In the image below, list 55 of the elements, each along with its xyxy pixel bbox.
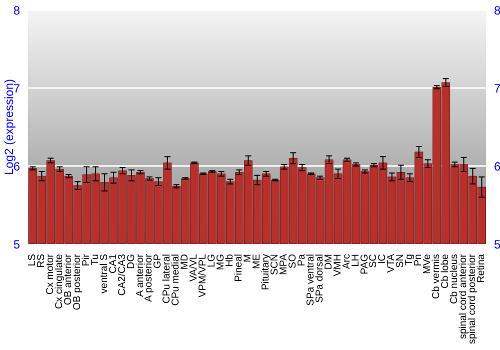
x-tick-label: VPM/VPL: [198, 254, 209, 298]
x-tick-label: RS: [36, 254, 47, 268]
x-tick-label: LG: [206, 254, 218, 268]
x-tick-label: CA1: [108, 254, 119, 274]
x-tick-label: Cx cingulate: [54, 254, 65, 310]
x-tick-label: MVe: [422, 254, 434, 274]
x-tick-label: Pituitary: [260, 254, 272, 290]
x-tick-label: Arc: [341, 254, 352, 269]
y2-tick-label: 6: [494, 159, 500, 174]
x-tick-label: A anterior: [134, 253, 146, 297]
x-tick-label: A posterior: [144, 253, 155, 302]
x-tick-label: SN: [395, 254, 406, 268]
x-tick-label: Cb nucleus: [449, 254, 460, 304]
x-tick-label: DM: [323, 254, 334, 270]
x-tick-label: Pir: [80, 253, 92, 266]
x-tick-label: Tu: [90, 254, 101, 266]
x-tick-label: ventral S: [98, 254, 110, 294]
x-tick-label: ME: [252, 254, 262, 269]
x-tick-label: PAG: [359, 254, 370, 274]
x-tick-label: Pineal: [234, 254, 245, 282]
x-tick-label: OB anterior: [62, 253, 74, 306]
x-tick-label: DG: [126, 254, 137, 269]
x-tick-label: Pn: [413, 254, 424, 266]
x-tick-label: spinal cord posterior: [467, 253, 478, 344]
x-tick-label: Cb lobe: [440, 254, 452, 288]
y-tick-label: 5: [13, 237, 20, 252]
x-tick-label: VTA: [386, 254, 398, 273]
x-tick-label: OB posterior: [72, 253, 83, 310]
x-tick-label: Cx motor: [44, 253, 56, 295]
x-tick-label: MPA: [278, 254, 290, 275]
x-tick-label: M: [242, 254, 254, 262]
y-axis-title: Log2 (expression): [2, 78, 16, 176]
y2-tick-label: 7: [494, 81, 500, 96]
x-tick-label: SC: [368, 254, 380, 268]
x-tick-label: IC: [377, 254, 388, 264]
x-tick-label: VMH: [332, 254, 344, 276]
y2-tick-label: 8: [494, 3, 500, 18]
x-tick-label: Retina: [476, 254, 488, 283]
x-tick-label: Hb: [224, 254, 236, 267]
y-tick-label: 8: [13, 3, 20, 18]
x-tick-label: spinal cord anterior: [458, 253, 470, 340]
x-tick-label: Tg: [404, 254, 416, 266]
y-tick-label: 6: [13, 159, 20, 174]
x-tick-label: SO: [287, 254, 298, 268]
x-tick-label: GP: [152, 254, 164, 268]
x-tick-label: CA2/CA3: [116, 254, 128, 296]
x-tick-label: LH: [350, 254, 362, 267]
x-tick-label: SPa dorsal: [314, 254, 326, 303]
x-tick-label: SPa ventral: [305, 254, 316, 306]
x-tick-label: CPu medial: [170, 254, 182, 306]
x-tick-label: LS: [26, 254, 38, 266]
y2-tick-label: 5: [494, 237, 500, 252]
x-tick-label: Pa: [296, 254, 308, 266]
x-tick-label: SCN: [269, 254, 280, 276]
y-tick-label: 7: [13, 81, 20, 96]
